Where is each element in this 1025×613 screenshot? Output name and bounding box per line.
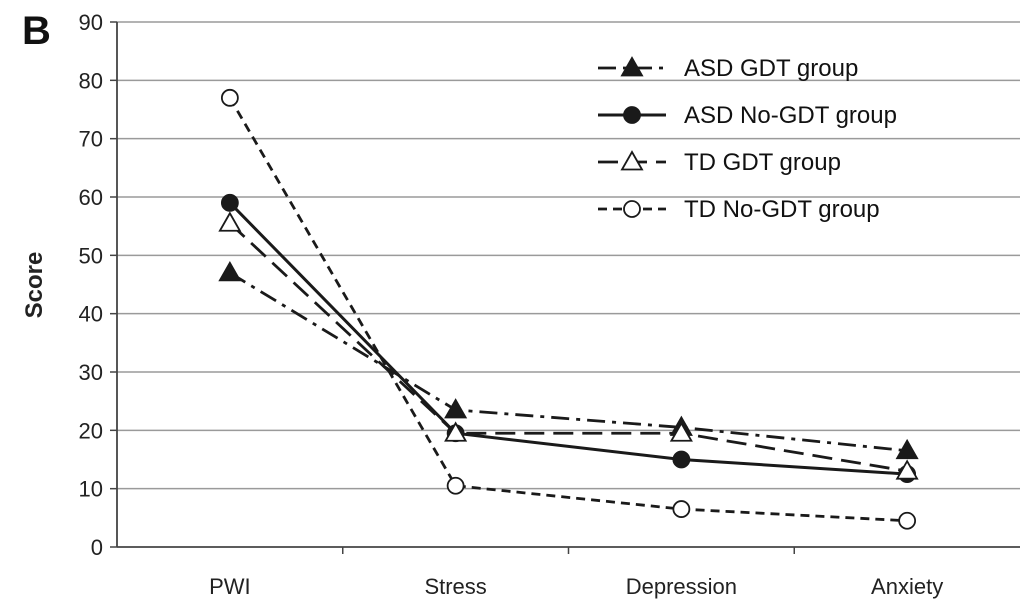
legend-entry: ASD No-GDT group [598,102,897,129]
legend-entry: ASD GDT group [598,55,858,82]
panel-label: B [22,9,51,53]
data-point-marker [220,88,239,107]
legend-marker [623,106,641,124]
x-tick-labels: PWI Stress Depression Anxiety [209,574,943,599]
series-3 [220,88,917,530]
series-0 [218,261,919,460]
data-point-marker [218,211,242,232]
data-point-marker [672,450,691,469]
x-tick-label: Anxiety [871,574,943,599]
legend-marker [623,200,641,218]
legend-label: TD No-GDT group [684,196,880,223]
legend-entry: TD No-GDT group [598,196,880,223]
data-point-marker [895,459,919,480]
y-tick-label: 70 [79,127,103,152]
x-tick-label: PWI [209,574,251,599]
data-point-marker [220,193,239,212]
y-tick-label: 50 [79,243,103,268]
series-lines [218,88,919,530]
data-point-marker [895,438,919,460]
y-tick-label: 10 [79,477,103,502]
data-point-marker [444,421,468,442]
y-axis-label: Score [21,252,48,319]
y-tick-label: 90 [79,10,103,35]
series-line [228,222,908,473]
x-tick-label: Depression [626,574,737,599]
y-tick-label: 60 [79,185,103,210]
data-point-marker [672,500,691,518]
y-tick-label: 80 [79,68,103,93]
y-tick-labels: 0 10 20 30 40 50 60 70 80 90 [79,10,103,560]
axes [110,21,1020,554]
y-tick-label: 40 [79,302,103,327]
legend-entry: TD GDT group [598,149,841,176]
legend-marker [620,56,644,77]
legend-label: ASD No-GDT group [684,102,897,129]
legend-label: TD GDT group [684,149,841,176]
series-line [229,271,908,453]
series-line [228,97,908,523]
y-tick-label: 20 [79,418,103,443]
legend-label: ASD GDT group [684,55,858,82]
legend-marker [620,150,644,171]
data-point-marker [218,261,242,282]
data-point-marker [446,476,465,495]
series-line [228,201,908,476]
y-tick-label: 30 [79,360,103,385]
y-tick-label: 0 [91,535,103,560]
series-2 [218,211,919,480]
legend: ASD GDT group ASD No-GDT group TD GDT grou… [598,55,897,223]
series-1 [220,193,917,483]
x-tick-label: Stress [424,574,486,599]
data-point-marker [898,511,917,530]
gridlines [117,21,1020,490]
data-point-marker [669,421,693,442]
data-point-marker [444,398,468,419]
